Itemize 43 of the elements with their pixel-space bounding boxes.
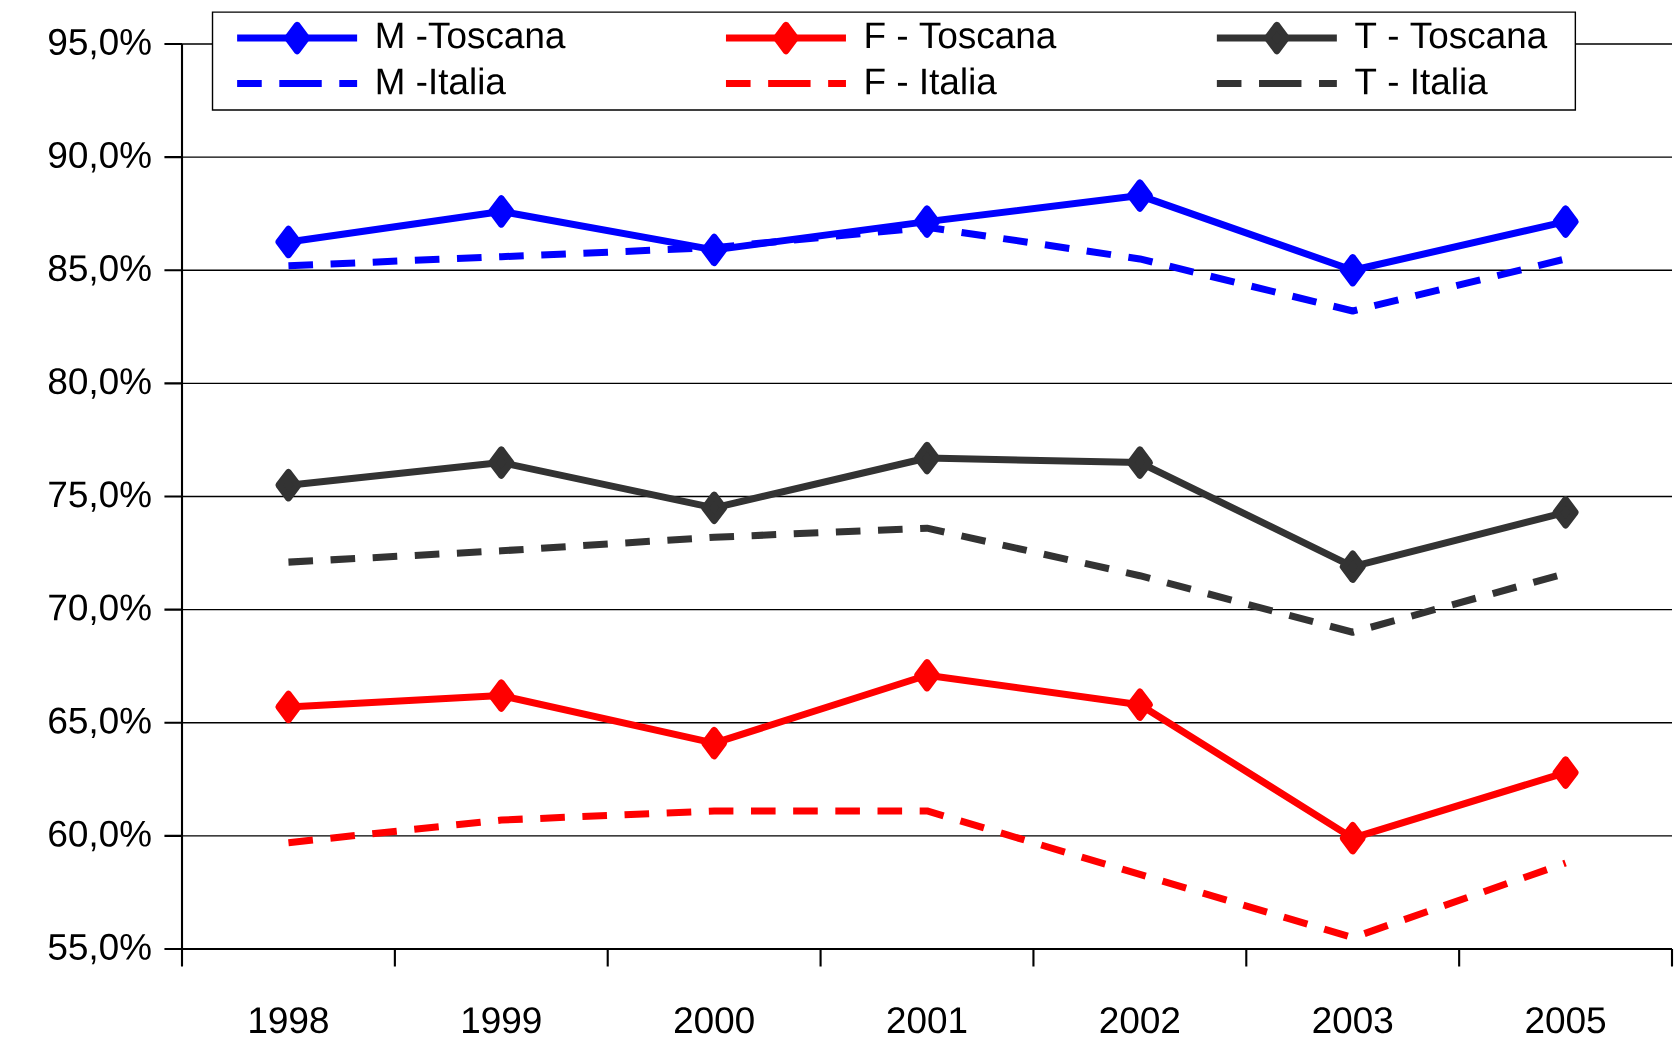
point — [1126, 179, 1153, 212]
x-tick-label: 2001 — [887, 1007, 967, 1034]
y-tick-label: 70,0% — [49, 594, 151, 625]
point — [1552, 756, 1579, 789]
x-tick-label: 2005 — [1526, 1007, 1606, 1034]
point — [914, 659, 941, 692]
point — [1339, 821, 1366, 855]
point — [488, 195, 515, 228]
x-tick-label: 2000 — [674, 1007, 754, 1034]
point — [1126, 446, 1153, 479]
point — [488, 679, 515, 712]
legend-label: M -Toscana — [377, 22, 566, 49]
x-tick-label: 2002 — [1100, 1007, 1179, 1034]
y-tick-label: 60,0% — [49, 820, 151, 852]
y-tick-label: 75,0% — [49, 481, 151, 512]
y-tick-label: 90,0% — [49, 141, 151, 173]
point — [701, 491, 728, 524]
point — [275, 225, 302, 259]
legend-label: T - Toscana — [1355, 22, 1548, 49]
y-tick-label: 55,0% — [48, 933, 151, 965]
point — [275, 690, 302, 724]
point — [488, 446, 515, 479]
legend-label: F - Toscana — [866, 22, 1057, 49]
point — [1552, 496, 1579, 529]
point — [1339, 254, 1366, 287]
legend-label: F - Italia — [866, 67, 997, 95]
y-tick-label: 80,0% — [48, 368, 151, 399]
x-tick-label: 2003 — [1313, 1007, 1393, 1034]
y-tick-label: 65,0% — [49, 707, 151, 739]
legend-label: M -Italia — [377, 67, 506, 95]
x-tick-label: 1999 — [463, 1007, 541, 1034]
point — [1126, 688, 1153, 721]
y-tick-label: 85,0% — [48, 255, 151, 286]
y-tick-label: 95,0% — [49, 28, 151, 60]
legend-label: T - Italia — [1355, 67, 1488, 95]
point — [1552, 205, 1579, 238]
point — [914, 441, 941, 475]
point — [275, 469, 302, 502]
point — [1339, 550, 1366, 583]
point — [914, 205, 941, 238]
x-tick-label: 1998 — [250, 1007, 328, 1034]
point — [701, 726, 728, 760]
point — [701, 233, 728, 267]
